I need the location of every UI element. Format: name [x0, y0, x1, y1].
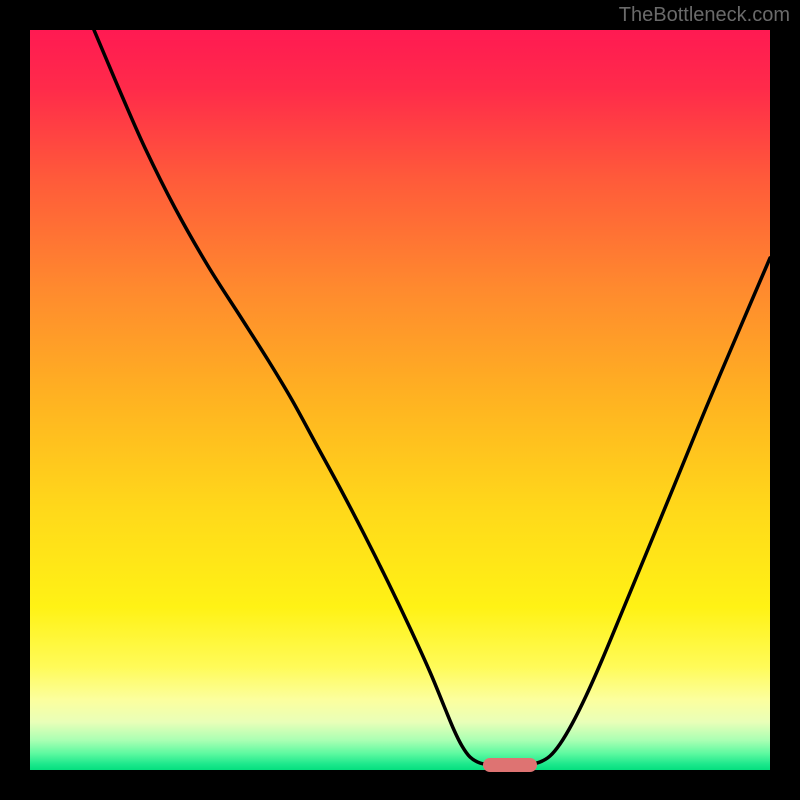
plot-area: [30, 30, 770, 770]
optimum-marker: [483, 758, 537, 772]
bottleneck-curve: [30, 30, 770, 770]
curve-right-branch: [528, 258, 770, 765]
curve-left-branch: [94, 30, 492, 765]
watermark-text: TheBottleneck.com: [619, 4, 790, 27]
